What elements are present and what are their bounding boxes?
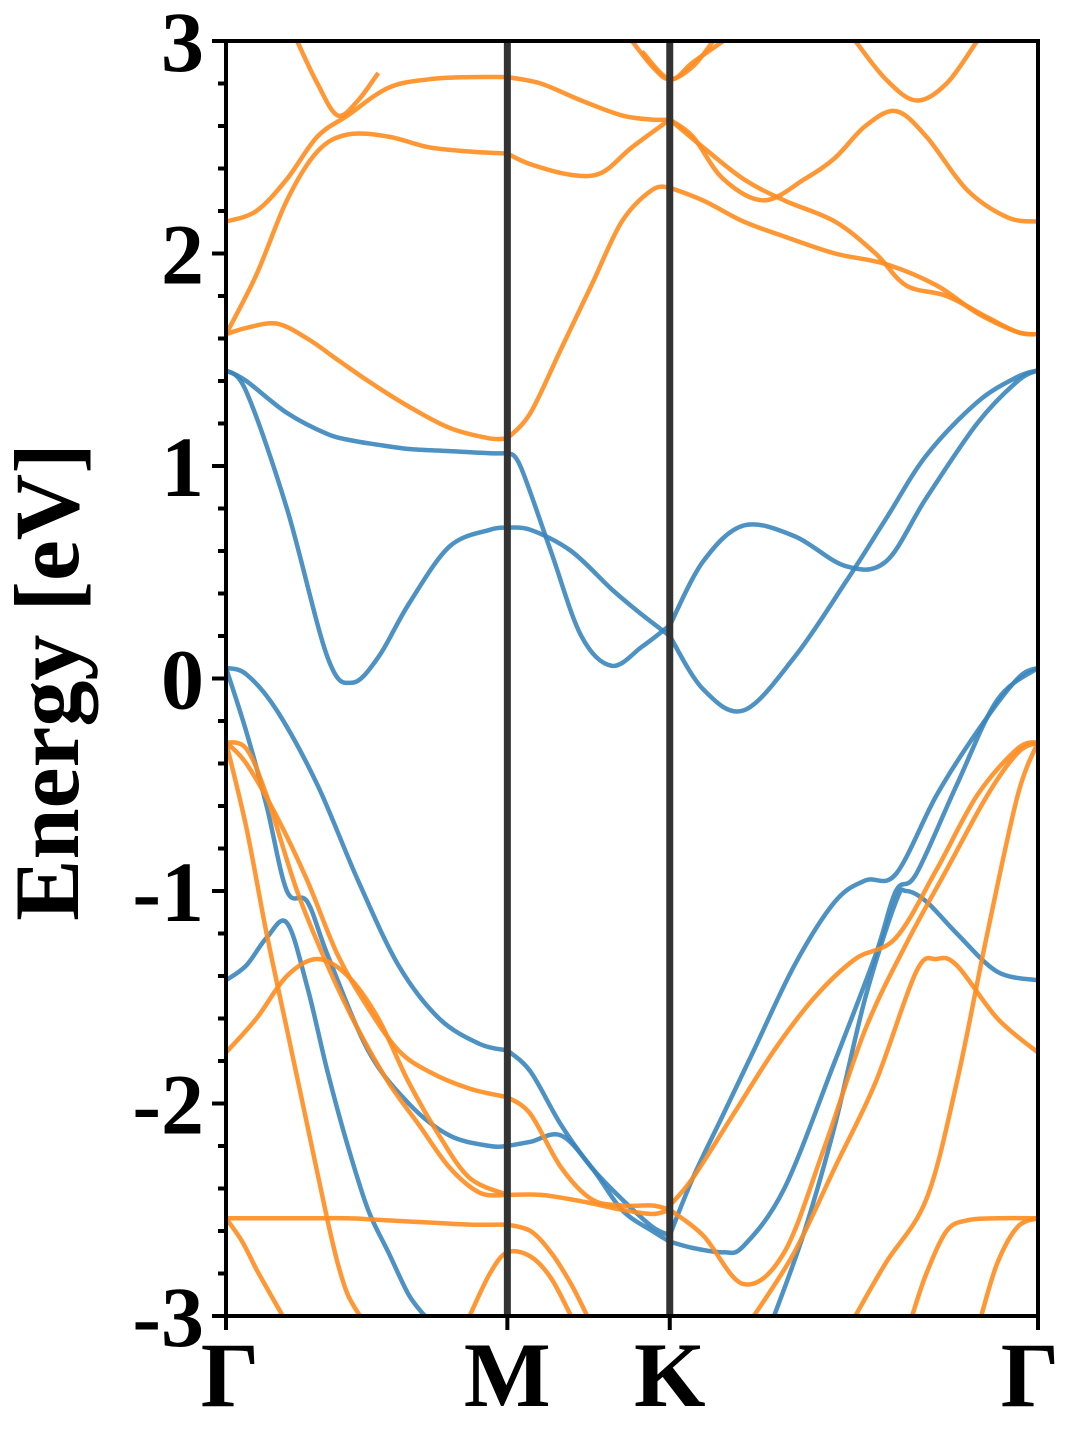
band-line-blue-10 bbox=[506, 1132, 671, 1244]
x-tick-label: M bbox=[464, 1324, 551, 1426]
x-tick-label: Γ bbox=[1001, 1324, 1060, 1426]
y-tick-label: -2 bbox=[132, 1057, 204, 1153]
y-axis-ticks: -3 -2 -1 0 1 2 3 bbox=[132, 0, 226, 1365]
plot-frame bbox=[224, 39, 1040, 1318]
band-line-orange-28 bbox=[226, 740, 508, 1198]
band-line-orange-20 bbox=[506, 74, 670, 123]
y-tick-label: 0 bbox=[161, 632, 204, 728]
band-line-orange-38 bbox=[668, 740, 1038, 1287]
y-tick-label: -3 bbox=[132, 1269, 204, 1365]
band-line-orange-25 bbox=[640, 41, 725, 82]
band-curves bbox=[226, 41, 1038, 1316]
band-line-blue-13 bbox=[771, 887, 1038, 1316]
band-line-orange-26 bbox=[853, 41, 979, 103]
y-axis-label: Energy [eV] bbox=[0, 443, 98, 921]
band-line-blue-3 bbox=[507, 525, 672, 638]
band-line-blue-7 bbox=[226, 667, 508, 1150]
band-line-orange-35 bbox=[506, 1222, 590, 1316]
x-tick-label: K bbox=[634, 1324, 706, 1426]
band-line-orange-23 bbox=[668, 108, 1038, 224]
band-line-orange-42 bbox=[979, 1216, 1038, 1316]
band-line-blue-8 bbox=[226, 918, 427, 1316]
band-line-orange-22 bbox=[668, 117, 1038, 337]
band-line-blue-1 bbox=[226, 368, 508, 686]
band-line-orange-36 bbox=[467, 1248, 574, 1316]
y-tick-label: 2 bbox=[161, 207, 204, 303]
band-line-blue-12 bbox=[667, 665, 1038, 1237]
band-line-orange-30 bbox=[226, 956, 509, 1197]
band-line-blue-2 bbox=[505, 451, 672, 669]
band-line-orange-41 bbox=[909, 1215, 1038, 1316]
band-line-orange-14 bbox=[226, 320, 508, 442]
band-line-blue-11 bbox=[669, 666, 1038, 1256]
band-line-orange-19 bbox=[506, 117, 672, 179]
y-tick-label: 3 bbox=[161, 0, 204, 90]
band-line-orange-18 bbox=[295, 41, 381, 119]
band-line-blue-4 bbox=[667, 368, 1038, 714]
band-line-orange-15 bbox=[505, 184, 671, 440]
band-line-orange-29 bbox=[226, 741, 362, 1316]
band-line-orange-31 bbox=[226, 1215, 508, 1228]
band-line-orange-32 bbox=[226, 1216, 285, 1316]
band-line-orange-40 bbox=[853, 741, 1038, 1316]
band-line-orange-39 bbox=[751, 955, 1038, 1316]
band-line-orange-16 bbox=[226, 131, 508, 336]
high-symmetry-lines bbox=[503, 41, 674, 1316]
band-line-blue-6 bbox=[226, 665, 508, 1053]
band-line-orange-37 bbox=[668, 740, 1038, 1207]
band-line-blue-5 bbox=[667, 368, 1038, 627]
band-line-orange-34 bbox=[507, 1192, 671, 1217]
y-tick-label: -1 bbox=[132, 844, 204, 940]
x-tick-label: Γ bbox=[201, 1324, 260, 1426]
band-line-orange-33 bbox=[506, 1095, 671, 1212]
y-tick-label: 1 bbox=[161, 419, 204, 515]
band-line-blue-0 bbox=[226, 368, 508, 456]
band-line-orange-17 bbox=[226, 74, 508, 224]
